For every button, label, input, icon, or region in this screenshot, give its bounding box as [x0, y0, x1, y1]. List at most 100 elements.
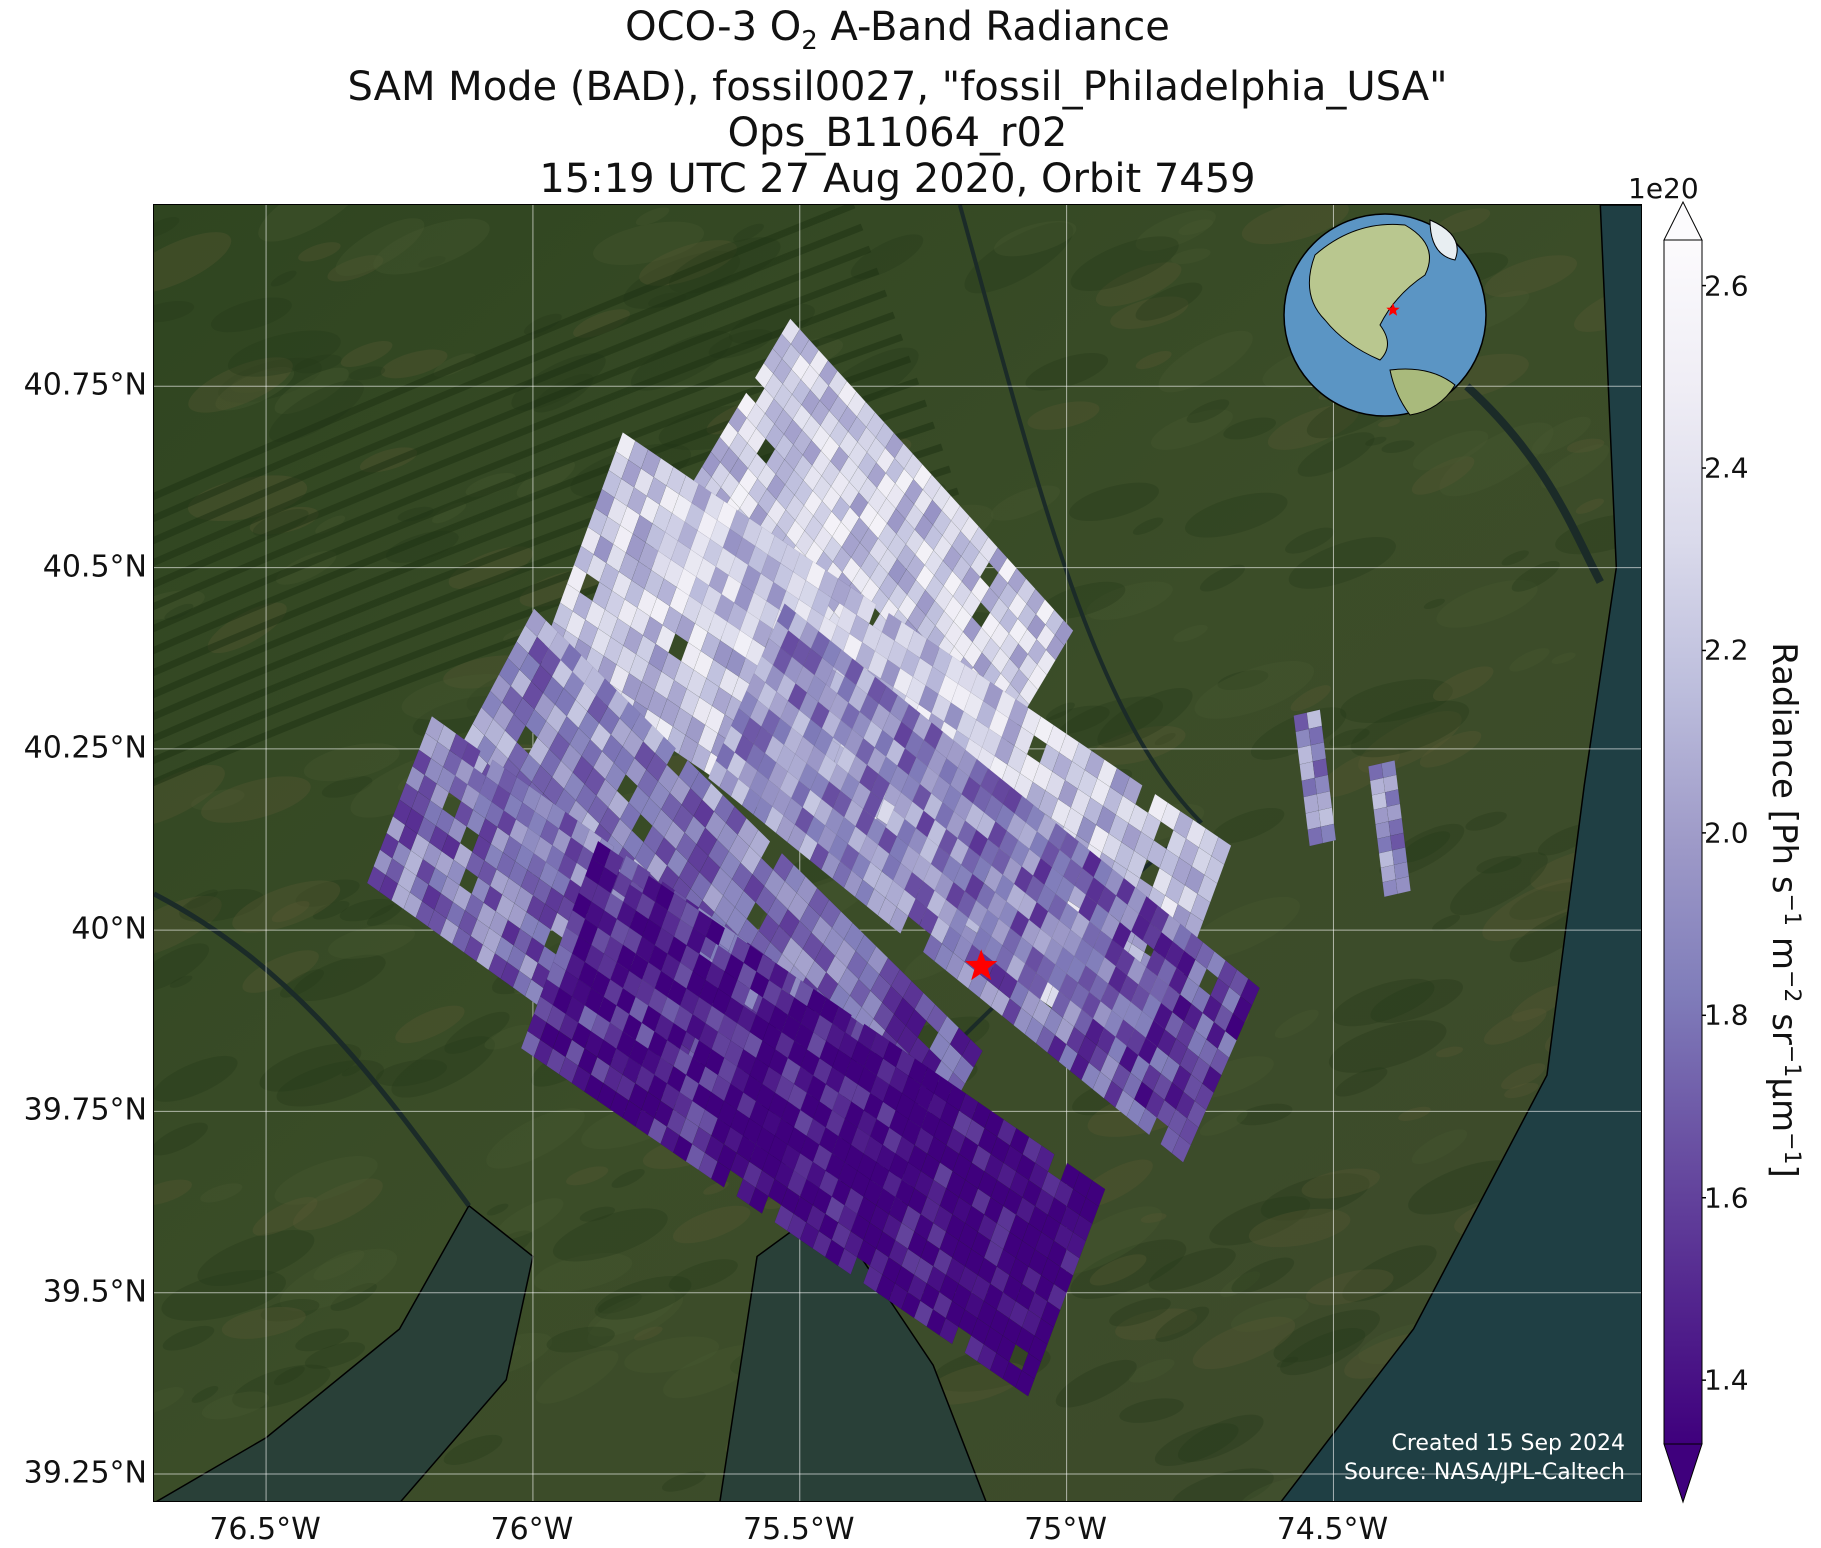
terrain-patch	[315, 515, 346, 534]
terrain-patch	[1334, 1067, 1388, 1097]
terrain-patch	[418, 256, 446, 268]
terrain-patch	[994, 220, 1077, 257]
terrain-patch	[294, 354, 342, 374]
terrain-patch	[232, 1364, 331, 1409]
terrain-patch	[273, 1366, 305, 1386]
terrain-patch	[635, 207, 670, 226]
terrain-patch	[258, 205, 365, 242]
colorbar-label: Radiance [Ph s−1 m−2 sr−1μm−1]	[1763, 642, 1805, 1178]
terrain-patch	[668, 237, 781, 294]
terrain-patch	[1476, 855, 1522, 874]
terrain-patch	[1186, 896, 1300, 960]
terrain-patch	[1511, 561, 1560, 592]
ny-harbor	[1464, 383, 1604, 584]
terrain-patch	[1260, 1173, 1370, 1221]
terrain-patch	[154, 764, 225, 828]
ridge-line	[154, 205, 856, 501]
terrain-patch	[587, 1291, 684, 1347]
colorbar-tick-label: 1.4	[1704, 1363, 1749, 1397]
terrain-patch	[1177, 1414, 1264, 1462]
terrain-patch	[1185, 492, 1288, 538]
terrain-patch	[1055, 1359, 1137, 1408]
terrain-patch	[252, 509, 309, 537]
lon-tick-label: 76°W	[490, 1512, 574, 1547]
terrain-patch	[1332, 978, 1435, 1027]
terrain-patch	[1158, 330, 1253, 393]
lon-tick-label: 74.5°W	[1276, 1512, 1389, 1547]
ocean	[1280, 205, 1641, 1501]
swath-6	[1293, 709, 1337, 847]
terrain-patch	[327, 255, 384, 282]
swath-pixel	[1303, 793, 1320, 814]
swath-pixel	[856, 595, 877, 624]
terrain-patch	[1223, 417, 1277, 440]
terrain-patch	[1154, 732, 1176, 746]
terrain-patch	[295, 879, 360, 907]
terrain-patch	[154, 589, 205, 621]
terrain-patch	[1378, 418, 1400, 428]
terrain-patch	[1109, 1297, 1171, 1327]
terrain-patch	[191, 789, 245, 811]
terrain-patch	[161, 1269, 286, 1321]
terrain-patch	[1423, 598, 1445, 609]
terrain-patch	[1432, 666, 1494, 702]
terrain-patch	[1435, 1046, 1464, 1058]
terrain-patch	[179, 888, 264, 923]
terrain-patch	[259, 1043, 362, 1092]
terrain-patch	[215, 366, 295, 411]
terrain-patch	[587, 1291, 676, 1337]
terrain-patch	[1551, 652, 1576, 664]
swath-pixel	[1293, 712, 1309, 733]
terrain-patch	[335, 218, 425, 276]
terrain-patch	[1241, 205, 1349, 245]
terrain-patch	[1140, 1213, 1167, 1223]
globe-south-america	[1389, 368, 1456, 416]
terrain-patch	[200, 1183, 243, 1203]
swath-pixel	[604, 849, 624, 877]
swath-pixel	[1318, 807, 1335, 828]
swath-pixel	[1122, 776, 1143, 805]
colorbar-tick-label: 2.4	[1704, 451, 1749, 485]
globe-greenland	[1429, 219, 1458, 261]
terrain-patch	[1211, 807, 1285, 844]
terrain-patch	[348, 366, 386, 381]
terrain-patch	[1540, 444, 1610, 489]
terrain-patch	[197, 1229, 315, 1286]
lat-tick-label: 39.75°N	[23, 1092, 147, 1128]
terrain-patch	[1509, 882, 1588, 920]
terrain-patch	[1092, 725, 1186, 765]
globe-icon	[1283, 213, 1487, 417]
terrain-patch	[1412, 430, 1489, 471]
swath-pixel	[1054, 619, 1074, 646]
lat-tick-label: 40.25°N	[23, 730, 147, 766]
terrain-patch	[1192, 1316, 1296, 1370]
title-line-3: Ops_B11064_r02	[727, 110, 1068, 156]
terrain-patch	[630, 331, 733, 391]
terrain-patch	[274, 1156, 378, 1205]
terrain-patch	[1231, 1257, 1295, 1294]
swath-pixel	[1240, 978, 1260, 1006]
terrain-patch	[1288, 537, 1396, 589]
swath-pixel	[654, 736, 676, 766]
terrain-patch	[1328, 1020, 1447, 1073]
ridge-line	[154, 223, 864, 523]
terrain-patch	[1436, 579, 1538, 628]
terrain-patch	[1432, 914, 1461, 932]
swath-pixel	[1320, 823, 1337, 844]
terrain-patch	[1069, 482, 1159, 521]
terrain-patch	[1070, 236, 1179, 291]
terrain-patch	[1399, 831, 1451, 863]
terrain-patch	[1365, 436, 1387, 446]
terrain-patch	[312, 900, 350, 920]
swath-pixel	[1395, 876, 1411, 895]
terrain-patch	[465, 472, 517, 497]
terrain-patch	[1398, 1106, 1431, 1122]
terrain-patch	[188, 357, 293, 413]
terrain-patch	[668, 1259, 738, 1292]
swath-7	[1368, 760, 1411, 898]
terrain-patch	[298, 242, 341, 262]
terrain-patch	[516, 460, 575, 498]
terrain-patch	[201, 1391, 269, 1420]
swath-pixel	[832, 1006, 852, 1033]
terrain-patch	[1148, 1247, 1236, 1291]
